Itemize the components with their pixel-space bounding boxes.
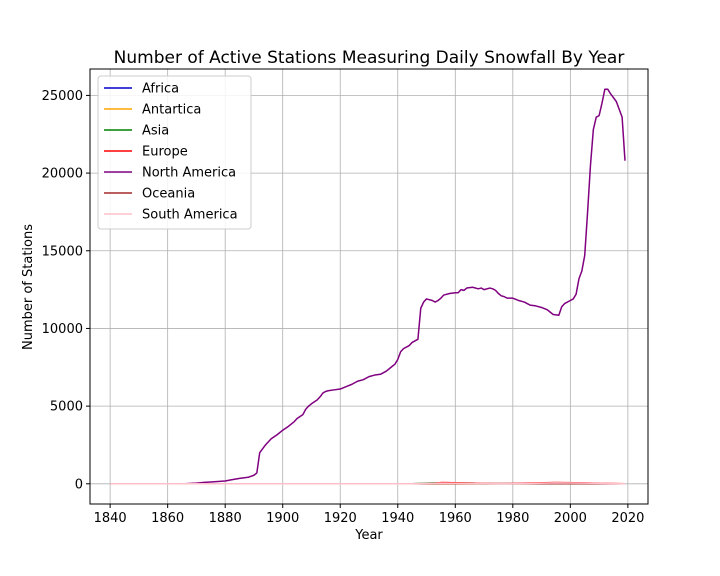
legend-label-south-america: South America — [142, 208, 238, 223]
series-layer — [110, 88, 626, 485]
x-tick-label: 1920 — [324, 511, 357, 526]
legend-box — [97, 75, 252, 230]
legend-label-africa: Africa — [142, 82, 179, 97]
x-tick-label: 1880 — [209, 511, 242, 526]
x-tick-label: 1860 — [151, 511, 184, 526]
legend-label-europe: Europe — [142, 145, 188, 160]
x-tick-label: 2020 — [611, 511, 644, 526]
y-axis-label: Number of Stations — [21, 224, 36, 350]
series-line-north-america — [110, 88, 626, 485]
x-tick-label: 1840 — [94, 511, 127, 526]
chart-title: Number of Active Stations Measuring Dail… — [114, 48, 625, 68]
legend: Africa Antartica Asia Europe North America Oc… — [97, 75, 252, 230]
x-tick-label: 1980 — [496, 511, 529, 526]
y-tick-label: 25000 — [42, 89, 83, 104]
plot-frame — [89, 68, 649, 505]
legend-label-north-america: North America — [142, 166, 236, 181]
y-tick-label: 15000 — [42, 244, 83, 259]
legend-label-asia: Asia — [142, 124, 169, 139]
x-tick-label: 1940 — [381, 511, 414, 526]
series-line-south-america — [110, 482, 626, 485]
y-tick-label: 0 — [75, 477, 83, 492]
x-tick-label: 2000 — [554, 511, 587, 526]
y-tick-label: 5000 — [50, 400, 83, 415]
x-axis-ticks: 1840 1860 1880 1900 1920 1940 1960 1980 2000 2020 — [94, 504, 644, 526]
legend-label-oceania: Oceania — [142, 187, 195, 202]
y-axis-ticks: 0 5000 10000 15000 20000 25000 — [42, 89, 90, 492]
x-axis-label: Year — [354, 528, 383, 543]
y-tick-label: 10000 — [42, 322, 83, 337]
legend-label-antartica: Antartica — [142, 103, 201, 118]
y-tick-label: 20000 — [42, 167, 83, 182]
x-tick-label: 1900 — [266, 511, 299, 526]
x-tick-label: 1960 — [439, 511, 472, 526]
